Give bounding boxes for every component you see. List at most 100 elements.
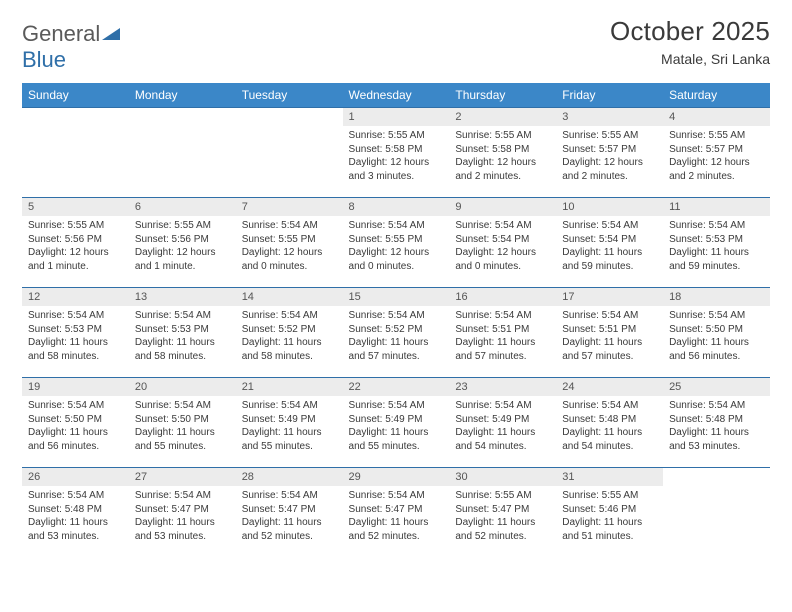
daylight-text: Daylight: 12 hours and 2 minutes. xyxy=(669,156,764,183)
sunset-text: Sunset: 5:57 PM xyxy=(669,143,764,157)
daylight-text: Daylight: 11 hours and 59 minutes. xyxy=(669,246,764,273)
sunset-text: Sunset: 5:54 PM xyxy=(455,233,550,247)
calendar-day-cell: 30Sunrise: 5:55 AMSunset: 5:47 PMDayligh… xyxy=(449,468,556,558)
day-number: 26 xyxy=(22,468,129,486)
logo-text-2: Blue xyxy=(22,47,66,72)
day-details: Sunrise: 5:55 AMSunset: 5:57 PMDaylight:… xyxy=(556,126,663,187)
daylight-text: Daylight: 11 hours and 51 minutes. xyxy=(562,516,657,543)
sunset-text: Sunset: 5:49 PM xyxy=(455,413,550,427)
sunset-text: Sunset: 5:50 PM xyxy=(669,323,764,337)
day-details: Sunrise: 5:54 AMSunset: 5:48 PMDaylight:… xyxy=(22,486,129,547)
day-number: 29 xyxy=(343,468,450,486)
day-number xyxy=(22,108,129,114)
day-details: Sunrise: 5:55 AMSunset: 5:56 PMDaylight:… xyxy=(22,216,129,277)
sunrise-text: Sunrise: 5:54 AM xyxy=(562,399,657,413)
daylight-text: Daylight: 12 hours and 2 minutes. xyxy=(562,156,657,183)
daylight-text: Daylight: 11 hours and 55 minutes. xyxy=(135,426,230,453)
calendar-day-cell: 12Sunrise: 5:54 AMSunset: 5:53 PMDayligh… xyxy=(22,288,129,378)
sunset-text: Sunset: 5:49 PM xyxy=(242,413,337,427)
page-subtitle: Matale, Sri Lanka xyxy=(610,51,770,67)
day-details: Sunrise: 5:54 AMSunset: 5:49 PMDaylight:… xyxy=(236,396,343,457)
day-details: Sunrise: 5:55 AMSunset: 5:46 PMDaylight:… xyxy=(556,486,663,547)
day-number: 23 xyxy=(449,378,556,396)
sunrise-text: Sunrise: 5:54 AM xyxy=(562,219,657,233)
sunset-text: Sunset: 5:48 PM xyxy=(28,503,123,517)
sunset-text: Sunset: 5:48 PM xyxy=(669,413,764,427)
day-details: Sunrise: 5:54 AMSunset: 5:54 PMDaylight:… xyxy=(449,216,556,277)
sunset-text: Sunset: 5:47 PM xyxy=(349,503,444,517)
sunset-text: Sunset: 5:52 PM xyxy=(242,323,337,337)
day-number: 19 xyxy=(22,378,129,396)
day-details: Sunrise: 5:54 AMSunset: 5:52 PMDaylight:… xyxy=(236,306,343,367)
sunrise-text: Sunrise: 5:54 AM xyxy=(669,219,764,233)
calendar-week-row: 12Sunrise: 5:54 AMSunset: 5:53 PMDayligh… xyxy=(22,288,770,378)
daylight-text: Daylight: 11 hours and 52 minutes. xyxy=(242,516,337,543)
daylight-text: Daylight: 11 hours and 57 minutes. xyxy=(562,336,657,363)
day-details: Sunrise: 5:54 AMSunset: 5:54 PMDaylight:… xyxy=(556,216,663,277)
calendar-day-cell: 5Sunrise: 5:55 AMSunset: 5:56 PMDaylight… xyxy=(22,198,129,288)
daylight-text: Daylight: 12 hours and 3 minutes. xyxy=(349,156,444,183)
day-details: Sunrise: 5:54 AMSunset: 5:55 PMDaylight:… xyxy=(236,216,343,277)
sunrise-text: Sunrise: 5:54 AM xyxy=(455,309,550,323)
day-details: Sunrise: 5:54 AMSunset: 5:47 PMDaylight:… xyxy=(236,486,343,547)
daylight-text: Daylight: 11 hours and 58 minutes. xyxy=(242,336,337,363)
sunrise-text: Sunrise: 5:54 AM xyxy=(349,489,444,503)
daylight-text: Daylight: 12 hours and 1 minute. xyxy=(135,246,230,273)
day-number: 21 xyxy=(236,378,343,396)
daylight-text: Daylight: 12 hours and 2 minutes. xyxy=(455,156,550,183)
day-number: 4 xyxy=(663,108,770,126)
weekday-header: Friday xyxy=(556,83,663,108)
weekday-header: Wednesday xyxy=(343,83,450,108)
calendar-day-cell xyxy=(236,108,343,198)
sunset-text: Sunset: 5:49 PM xyxy=(349,413,444,427)
daylight-text: Daylight: 11 hours and 54 minutes. xyxy=(455,426,550,453)
day-number: 2 xyxy=(449,108,556,126)
sunrise-text: Sunrise: 5:55 AM xyxy=(562,489,657,503)
sunset-text: Sunset: 5:58 PM xyxy=(455,143,550,157)
sunset-text: Sunset: 5:52 PM xyxy=(349,323,444,337)
calendar-day-cell: 24Sunrise: 5:54 AMSunset: 5:48 PMDayligh… xyxy=(556,378,663,468)
calendar-day-cell: 13Sunrise: 5:54 AMSunset: 5:53 PMDayligh… xyxy=(129,288,236,378)
weekday-header: Saturday xyxy=(663,83,770,108)
day-number: 14 xyxy=(236,288,343,306)
calendar-day-cell xyxy=(663,468,770,558)
sunrise-text: Sunrise: 5:54 AM xyxy=(28,489,123,503)
daylight-text: Daylight: 11 hours and 57 minutes. xyxy=(455,336,550,363)
sunset-text: Sunset: 5:51 PM xyxy=(562,323,657,337)
sunrise-text: Sunrise: 5:54 AM xyxy=(669,399,764,413)
weekday-header-row: Sunday Monday Tuesday Wednesday Thursday… xyxy=(22,83,770,108)
day-details: Sunrise: 5:54 AMSunset: 5:50 PMDaylight:… xyxy=(129,396,236,457)
day-number: 12 xyxy=(22,288,129,306)
sunset-text: Sunset: 5:50 PM xyxy=(28,413,123,427)
calendar-day-cell: 16Sunrise: 5:54 AMSunset: 5:51 PMDayligh… xyxy=(449,288,556,378)
logo: General xyxy=(22,16,120,48)
day-number: 1 xyxy=(343,108,450,126)
day-number: 28 xyxy=(236,468,343,486)
day-number: 22 xyxy=(343,378,450,396)
sunrise-text: Sunrise: 5:55 AM xyxy=(669,129,764,143)
day-details: Sunrise: 5:54 AMSunset: 5:49 PMDaylight:… xyxy=(343,396,450,457)
sunset-text: Sunset: 5:46 PM xyxy=(562,503,657,517)
day-number: 16 xyxy=(449,288,556,306)
daylight-text: Daylight: 12 hours and 1 minute. xyxy=(28,246,123,273)
sunrise-text: Sunrise: 5:54 AM xyxy=(135,489,230,503)
calendar-day-cell: 9Sunrise: 5:54 AMSunset: 5:54 PMDaylight… xyxy=(449,198,556,288)
weekday-header: Tuesday xyxy=(236,83,343,108)
day-number xyxy=(236,108,343,114)
day-details: Sunrise: 5:55 AMSunset: 5:57 PMDaylight:… xyxy=(663,126,770,187)
sunrise-text: Sunrise: 5:54 AM xyxy=(349,219,444,233)
calendar-day-cell: 6Sunrise: 5:55 AMSunset: 5:56 PMDaylight… xyxy=(129,198,236,288)
sunset-text: Sunset: 5:47 PM xyxy=(455,503,550,517)
day-number: 18 xyxy=(663,288,770,306)
calendar-day-cell: 20Sunrise: 5:54 AMSunset: 5:50 PMDayligh… xyxy=(129,378,236,468)
day-details: Sunrise: 5:55 AMSunset: 5:58 PMDaylight:… xyxy=(343,126,450,187)
day-number xyxy=(663,468,770,474)
calendar-day-cell: 21Sunrise: 5:54 AMSunset: 5:49 PMDayligh… xyxy=(236,378,343,468)
daylight-text: Daylight: 11 hours and 59 minutes. xyxy=(562,246,657,273)
daylight-text: Daylight: 11 hours and 52 minutes. xyxy=(455,516,550,543)
calendar-day-cell: 8Sunrise: 5:54 AMSunset: 5:55 PMDaylight… xyxy=(343,198,450,288)
calendar-day-cell: 18Sunrise: 5:54 AMSunset: 5:50 PMDayligh… xyxy=(663,288,770,378)
day-details: Sunrise: 5:55 AMSunset: 5:47 PMDaylight:… xyxy=(449,486,556,547)
sunrise-text: Sunrise: 5:54 AM xyxy=(135,309,230,323)
day-number: 31 xyxy=(556,468,663,486)
